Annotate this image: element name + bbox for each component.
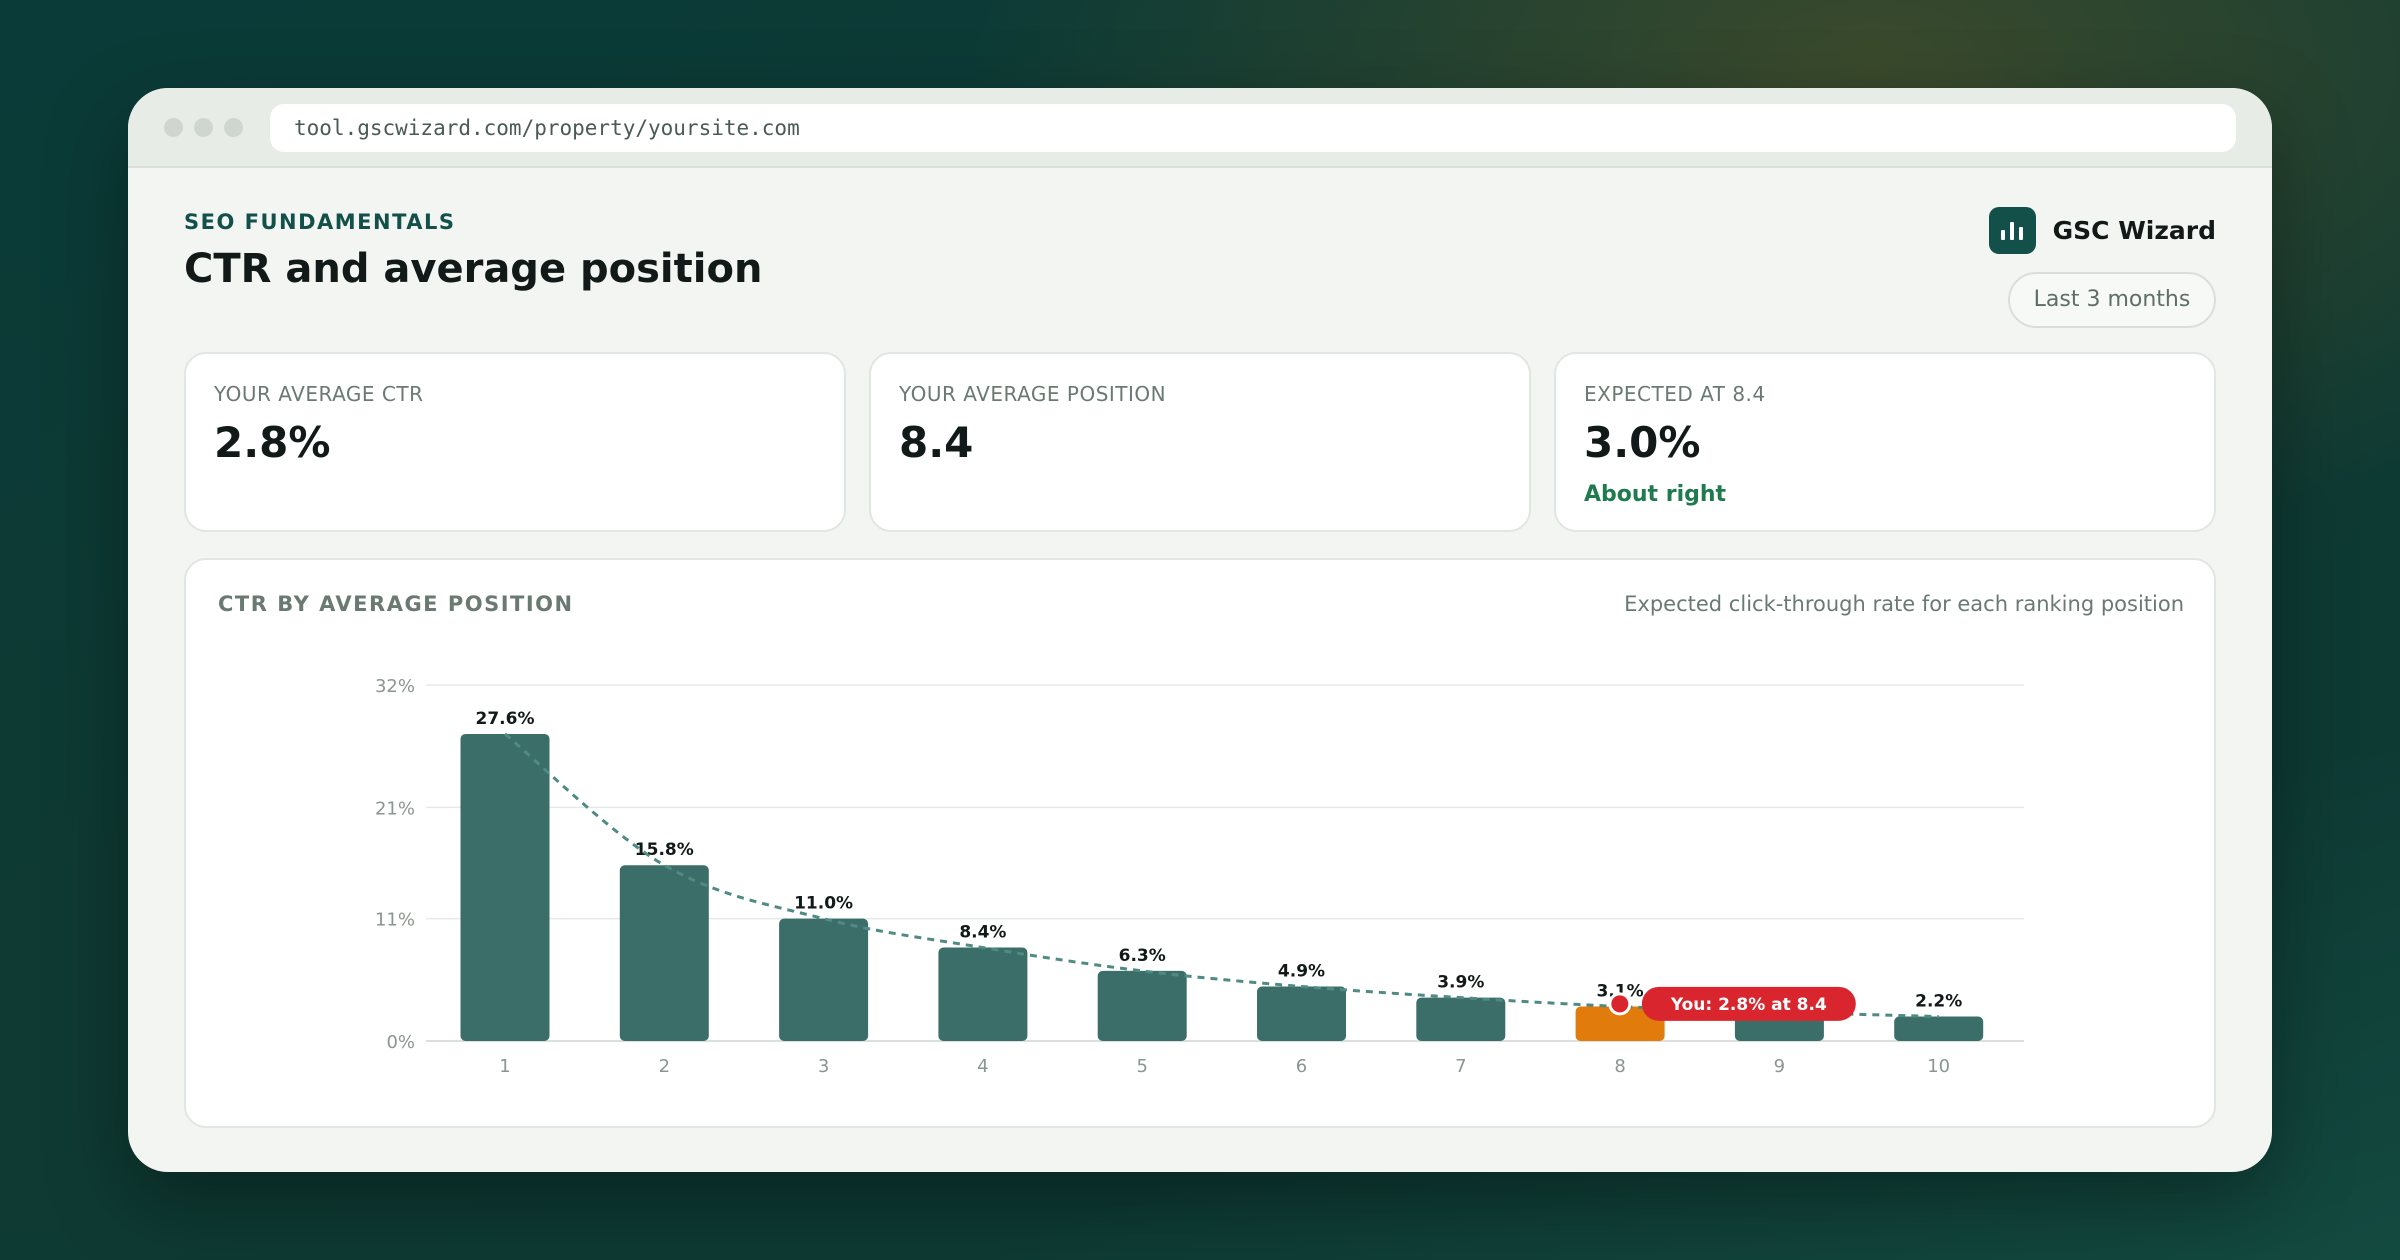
bar-chart-icon	[1988, 206, 2036, 254]
y-tick-label: 0%	[386, 1032, 415, 1053]
chart-panel: CTR BY AVERAGE POSITION Expected click-t…	[184, 558, 2216, 1128]
you-marker-pill	[1641, 986, 1856, 1021]
page-title: CTR and average position	[184, 246, 763, 292]
x-tick-label: 2	[659, 1056, 670, 1077]
y-tick-label: 21%	[375, 798, 415, 819]
avg-ctr-card: YOUR AVERAGE CTR 2.8%	[184, 352, 846, 532]
card-value: 2.8%	[214, 418, 331, 467]
data-label: 4.9%	[1278, 961, 1325, 981]
x-tick-label: 1	[499, 1056, 510, 1077]
card-value: 3.0%	[1584, 418, 1701, 467]
bar	[779, 918, 869, 1041]
bar	[1575, 1006, 1665, 1041]
chart-subtitle: Expected click-through rate for each ran…	[1624, 592, 2184, 616]
data-label: 11.0%	[794, 894, 853, 914]
bar	[1416, 997, 1506, 1041]
y-tick-label: 11%	[375, 910, 415, 931]
you-marker-label: You: 2.8% at 8.4	[1670, 995, 1827, 1015]
data-label: 8.4%	[959, 923, 1006, 943]
window-minimize-dot[interactable]	[194, 118, 213, 137]
brand-name: GSC Wizard	[2052, 215, 2216, 245]
you-marker	[1608, 992, 1632, 1016]
x-tick-label: 7	[1455, 1056, 1466, 1077]
section-eyebrow: SEO FUNDAMENTALS	[184, 210, 456, 234]
x-tick-label: 9	[1774, 1056, 1785, 1077]
bar	[1097, 970, 1187, 1041]
bar	[938, 947, 1028, 1041]
data-label: 27.6%	[476, 709, 535, 729]
data-label: 3.1%	[1597, 982, 1644, 1002]
bar	[460, 733, 550, 1041]
trend-line	[504, 732, 1939, 1019]
bar	[1257, 986, 1346, 1041]
card-label: YOUR AVERAGE CTR	[214, 382, 424, 406]
bar	[619, 865, 709, 1041]
y-tick-label: 32%	[375, 676, 415, 697]
x-tick-label: 5	[1136, 1056, 1147, 1077]
data-label: 6.3%	[1119, 946, 1166, 966]
bar	[1894, 1016, 1984, 1041]
card-label: YOUR AVERAGE POSITION	[899, 382, 1167, 406]
window-close-dot[interactable]	[164, 118, 183, 137]
status-note: About right	[1584, 482, 1727, 507]
x-tick-label: 8	[1614, 1056, 1625, 1077]
window-maximize-dot[interactable]	[224, 118, 243, 137]
card-label: EXPECTED AT 8.4	[1584, 382, 1766, 406]
ctr-bar-chart: 0% 11% 21% 32% 27.6% 1 15.8% 2 11.0% 3 8.4% 4 6.3% 5 4…	[375, 676, 2024, 1077]
card-value: 8.4	[899, 418, 974, 467]
browser-window: tool.gscwizard.com/property/yoursite.com…	[128, 88, 2272, 1172]
x-tick-label: 3	[818, 1056, 829, 1077]
avg-position-card: YOUR AVERAGE POSITION 8.4	[869, 352, 1531, 532]
x-tick-label: 10	[1927, 1056, 1950, 1077]
browser-titlebar: tool.gscwizard.com/property/yoursite.com	[128, 88, 2272, 168]
data-label: 2.2%	[1915, 992, 1962, 1012]
brand[interactable]: GSC Wizard	[1988, 206, 2216, 254]
data-label: 3.9%	[1437, 973, 1484, 993]
x-tick-label: 4	[977, 1056, 988, 1077]
date-range-button[interactable]: Last 3 months	[2008, 272, 2216, 328]
x-tick-label: 6	[1296, 1056, 1307, 1077]
address-bar[interactable]: tool.gscwizard.com/property/yoursite.com	[270, 104, 2236, 152]
data-label: 15.8%	[635, 840, 694, 860]
chart-title: CTR BY AVERAGE POSITION	[218, 592, 574, 616]
expected-ctr-card: EXPECTED AT 8.4 3.0% About right	[1554, 352, 2216, 532]
